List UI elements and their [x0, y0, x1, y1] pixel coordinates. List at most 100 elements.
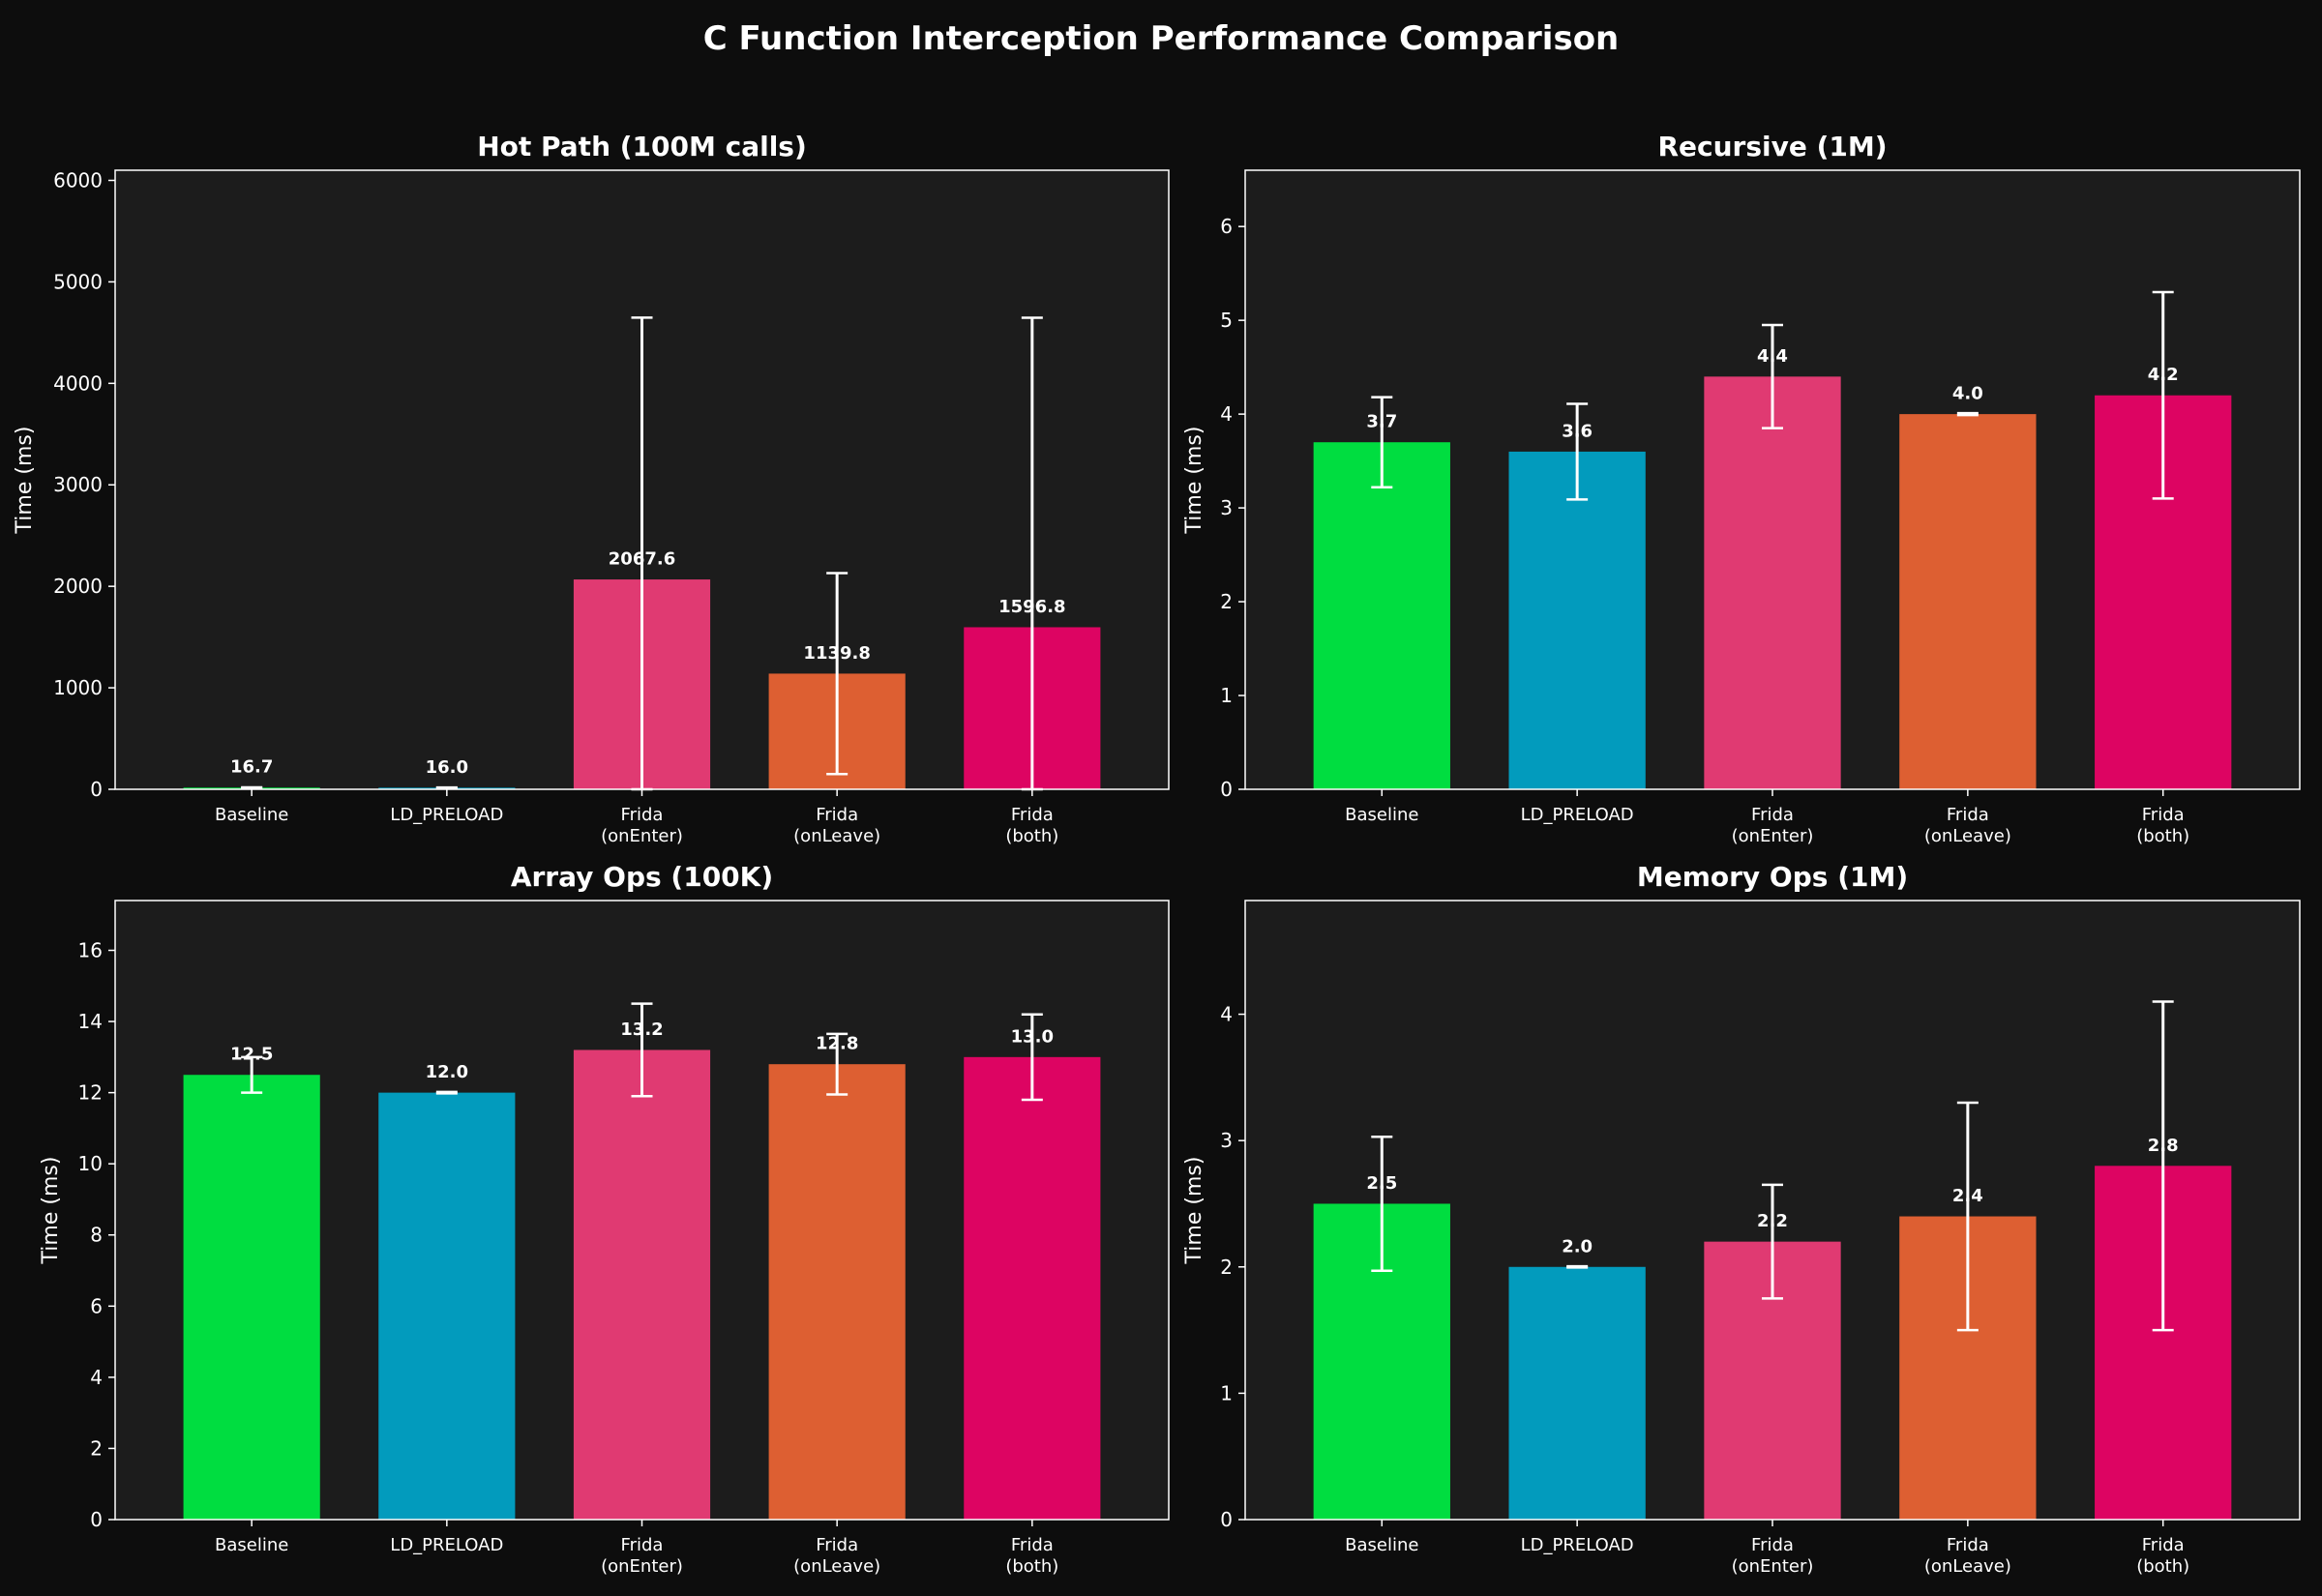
axes-background — [1245, 170, 2300, 789]
x-tick-label: Baseline — [1345, 1535, 1418, 1555]
bar — [1508, 1266, 1646, 1520]
x-tick-label: LD_PRELOAD — [1521, 805, 1634, 825]
y-tick-label: 1000 — [53, 676, 103, 699]
bar — [1313, 442, 1450, 789]
y-tick-label: 0 — [90, 1508, 103, 1531]
x-tick-label: Baseline — [1345, 805, 1418, 825]
bar — [1704, 1241, 1841, 1520]
y-tick-label: 0 — [1220, 1508, 1233, 1531]
x-tick-label: Frida (onEnter) — [1732, 805, 1814, 846]
x-tick-label: Frida (onEnter) — [601, 1535, 683, 1577]
y-tick-label: 4 — [1220, 402, 1233, 426]
data-label: 3.6 — [1562, 421, 1593, 441]
y-axis-label: Time (ms) — [39, 1157, 63, 1265]
y-tick-label: 12 — [78, 1081, 103, 1105]
bar — [183, 1075, 320, 1520]
data-label: 2.8 — [2148, 1136, 2179, 1156]
bar — [2095, 395, 2232, 789]
data-label: 4.2 — [2148, 365, 2179, 385]
axes-frame — [114, 169, 1170, 790]
data-label: 12.5 — [230, 1045, 273, 1065]
y-tick-label: 2000 — [53, 575, 103, 598]
x-tick-label: Frida (onEnter) — [601, 805, 683, 846]
x-tick-label: Frida (onLeave) — [793, 805, 880, 846]
y-tick-label: 6000 — [53, 168, 103, 192]
axes-frame — [1244, 169, 2301, 790]
bar — [1508, 451, 1646, 789]
data-label: 13.0 — [1011, 1026, 1054, 1047]
y-tick-label: 3 — [1220, 1129, 1233, 1152]
axes-title: Recursive (1M) — [1657, 131, 1887, 163]
bar — [2095, 1166, 2232, 1520]
y-axis-label: Time (ms) — [1182, 1157, 1206, 1265]
y-axis-label: Time (ms) — [1182, 427, 1206, 535]
x-tick-label: Baseline — [215, 805, 288, 825]
bar — [1899, 1216, 2037, 1520]
axes-background — [1245, 901, 2300, 1520]
y-axis-label: Time (ms) — [13, 427, 37, 535]
x-tick-label: Frida (onLeave) — [793, 1535, 880, 1577]
x-tick-label: Frida (both) — [2136, 1535, 2189, 1577]
x-tick-label: Frida (onLeave) — [1924, 1535, 2011, 1577]
x-tick-label: Frida (both) — [1005, 805, 1058, 846]
y-tick-label: 5 — [1220, 309, 1233, 332]
x-tick-label: Frida (both) — [2136, 805, 2189, 846]
data-label: 1139.8 — [803, 643, 870, 664]
y-tick-label: 0 — [1220, 778, 1233, 801]
data-label: 2.2 — [1757, 1211, 1788, 1231]
y-tick-label: 16 — [78, 938, 103, 961]
y-tick-label: 3 — [1220, 496, 1233, 519]
y-tick-label: 4 — [1220, 1003, 1233, 1026]
data-label: 2.0 — [1562, 1236, 1593, 1256]
bar — [378, 1092, 516, 1520]
y-tick-label: 8 — [90, 1224, 103, 1247]
data-label: 12.8 — [816, 1034, 858, 1054]
bar — [1899, 414, 2037, 789]
y-tick-label: 4 — [90, 1366, 103, 1389]
bar — [573, 579, 711, 789]
x-tick-label: Frida (onEnter) — [1732, 1535, 1814, 1577]
x-tick-label: Frida (both) — [1005, 1535, 1058, 1577]
y-tick-label: 2 — [1220, 590, 1233, 613]
data-label: 2.4 — [1952, 1186, 1983, 1206]
x-tick-label: LD_PRELOAD — [390, 1535, 503, 1555]
axes-title: Hot Path (100M calls) — [477, 131, 807, 163]
y-tick-label: 1 — [1220, 1381, 1233, 1404]
data-label: 16.7 — [230, 757, 273, 778]
data-label: 2067.6 — [609, 549, 675, 570]
data-label: 1596.8 — [998, 597, 1065, 617]
x-tick-label: Frida (onLeave) — [1924, 805, 2011, 846]
data-label: 4.4 — [1757, 346, 1788, 367]
bar — [378, 787, 516, 789]
y-tick-label: 10 — [78, 1152, 103, 1175]
x-tick-label: LD_PRELOAD — [1521, 1535, 1634, 1555]
y-tick-label: 0 — [90, 778, 103, 801]
y-tick-label: 4000 — [53, 371, 103, 395]
x-tick-label: Baseline — [215, 1535, 288, 1555]
y-tick-label: 14 — [78, 1010, 103, 1033]
y-tick-label: 2 — [1220, 1256, 1233, 1279]
axes-title: Array Ops (100K) — [511, 861, 773, 893]
data-label: 4.0 — [1952, 384, 1983, 404]
figure-title: C Function Interception Performance Comp… — [702, 19, 1620, 58]
bar — [1704, 376, 1841, 789]
data-label: 13.2 — [620, 1020, 663, 1040]
bar — [573, 1049, 711, 1520]
bar — [768, 673, 906, 789]
x-tick-label: LD_PRELOAD — [390, 805, 503, 825]
y-tick-label: 6 — [1220, 215, 1233, 238]
axes-title: Memory Ops (1M) — [1637, 861, 1908, 893]
data-label: 16.0 — [426, 757, 468, 778]
bar — [964, 1056, 1101, 1520]
bar — [1313, 1203, 1450, 1520]
axes-background — [115, 170, 1169, 789]
y-tick-label: 1 — [1220, 684, 1233, 707]
y-tick-label: 2 — [90, 1436, 103, 1460]
axes-frame — [1244, 900, 2301, 1521]
bar — [183, 787, 320, 789]
data-label: 2.5 — [1366, 1173, 1397, 1194]
